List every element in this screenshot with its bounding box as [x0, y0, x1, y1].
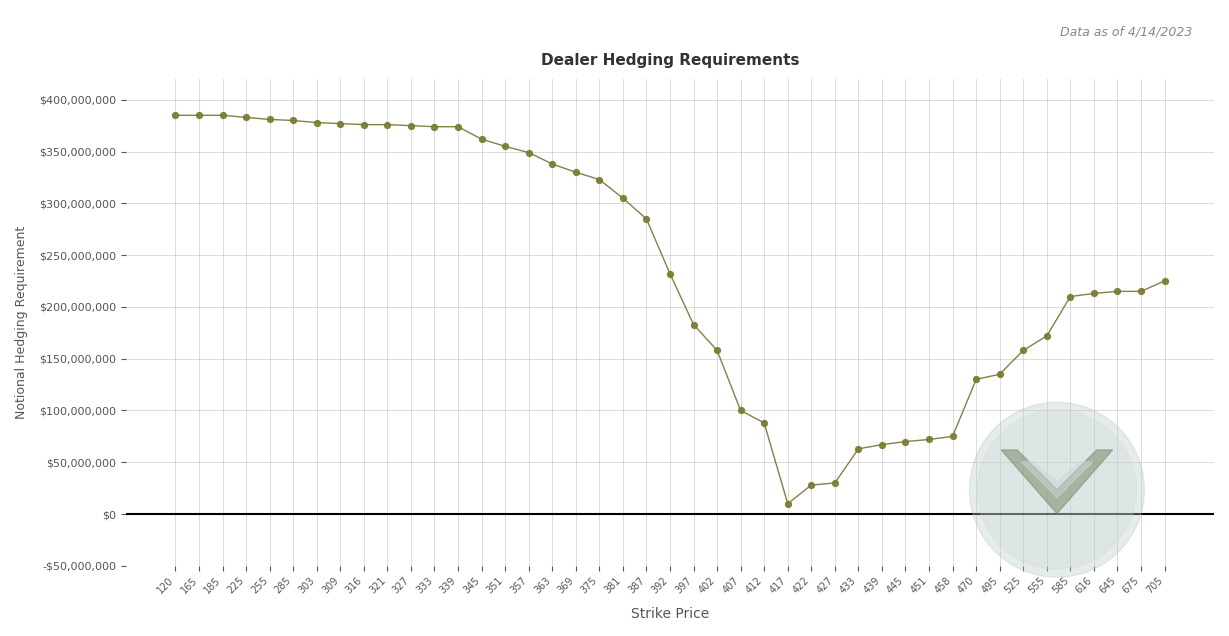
Point	[801, 480, 821, 490]
Point	[1084, 288, 1104, 298]
Point	[590, 174, 610, 184]
Point	[613, 193, 633, 204]
Point	[966, 375, 986, 385]
Point	[425, 121, 445, 132]
Point	[660, 268, 680, 279]
Point	[331, 118, 350, 128]
Point	[377, 120, 397, 130]
Point	[919, 434, 939, 445]
Polygon shape	[1002, 450, 1112, 514]
Point	[307, 118, 327, 128]
Circle shape	[970, 402, 1144, 577]
Title: Dealer Hedging Requirements: Dealer Hedging Requirements	[541, 53, 799, 68]
Point	[825, 478, 844, 488]
Circle shape	[977, 410, 1137, 569]
Point	[519, 148, 538, 158]
Point	[989, 369, 1009, 379]
Point	[1061, 291, 1080, 301]
Point	[1014, 345, 1034, 356]
Point	[637, 214, 656, 224]
Point	[189, 110, 209, 120]
Point	[259, 114, 279, 125]
Point	[873, 439, 892, 450]
Point	[472, 134, 492, 144]
Point	[236, 113, 256, 123]
Point	[495, 141, 515, 151]
Point	[542, 159, 562, 169]
Polygon shape	[1021, 462, 1093, 497]
Point	[449, 121, 468, 132]
Point	[1107, 286, 1127, 296]
X-axis label: Strike Price: Strike Price	[630, 607, 709, 621]
Point	[848, 444, 868, 454]
Point	[707, 345, 726, 356]
Point	[213, 110, 232, 120]
Y-axis label: Notional Hedging Requirement: Notional Hedging Requirement	[15, 226, 28, 419]
Point	[354, 120, 374, 130]
Text: Data as of 4/14/2023: Data as of 4/14/2023	[1059, 25, 1192, 38]
Point	[1155, 276, 1175, 286]
Point	[401, 121, 420, 131]
Point	[731, 405, 751, 415]
Point	[166, 110, 186, 120]
Point	[683, 319, 703, 329]
Point	[778, 499, 798, 509]
Point	[943, 431, 962, 441]
Point	[284, 115, 304, 125]
Point	[896, 436, 916, 446]
Point	[1131, 286, 1150, 296]
Point	[755, 418, 774, 428]
Point	[565, 167, 585, 177]
Point	[1037, 331, 1057, 341]
